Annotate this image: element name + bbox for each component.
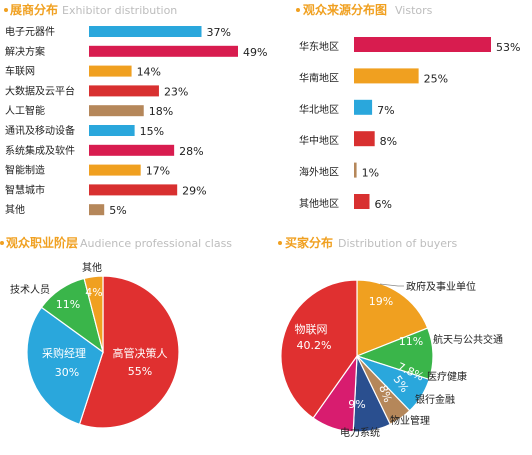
visitors-bar-chart: 华东地区 53% 华南地区 25% 华北地区 7% 华中地区 8% 海外地区 1% 其他地区 6%: [299, 37, 520, 211]
value-label: 53%: [496, 41, 520, 54]
category-label: 解决方案: [5, 45, 45, 58]
bar: [354, 37, 491, 52]
category-label: 其他: [5, 203, 25, 216]
leader-line: [379, 283, 404, 287]
value-label: 49%: [243, 46, 267, 59]
category-label: 大数据及云平台: [5, 84, 75, 97]
bar: [354, 99, 373, 115]
value-label: 17%: [146, 165, 170, 178]
slice-name: 物业管理: [390, 414, 430, 427]
buyers-subtitle: Distribution of buyers: [338, 237, 458, 250]
category-label: 车联网: [5, 65, 35, 78]
slice-value: 55%: [128, 365, 152, 378]
bar: [89, 26, 202, 37]
slice-name: 物联网: [295, 322, 328, 336]
value-label: 1%: [362, 167, 379, 180]
bar: [354, 194, 370, 209]
bar: [89, 85, 159, 97]
exhibitor-subtitle: Exhibitor distribution: [62, 4, 177, 17]
bar: [354, 162, 357, 178]
slice-name: 政府及事业单位: [406, 280, 476, 293]
slice-value: 9%: [348, 398, 365, 411]
buyers-pie-chart: 政府及事业单位19%航天与公共交通11%医疗健康7.8%银行金融5%物业管理8%…: [280, 279, 503, 439]
slice-name: 医疗健康: [427, 370, 467, 383]
value-label: 8%: [380, 135, 397, 148]
title-dot: [278, 241, 282, 245]
value-label: 23%: [164, 85, 188, 98]
bar: [89, 65, 132, 77]
slice-value: 40.2%: [297, 339, 332, 352]
exhibitor-bar-chart: 电子元器件 37% 解决方案 49% 车联网 14% 大数据及云平台 23% 人工智能 18% 通讯…: [5, 25, 267, 217]
visitors-title: 观众来源分布图: [303, 2, 387, 17]
bar: [89, 204, 105, 216]
category-label: 海外地区: [299, 166, 339, 179]
category-label: 电子元器件: [5, 25, 55, 38]
category-label: 智能制造: [5, 164, 45, 177]
audience-title: 观众职业阶层: [6, 235, 78, 250]
slice-name: 其他: [82, 261, 102, 274]
value-label: 14%: [137, 66, 161, 79]
value-label: 37%: [207, 26, 231, 39]
value-label: 15%: [140, 125, 164, 138]
exhibitor-header: 展商分布 Exhibitor distribution: [4, 2, 177, 17]
value-label: 18%: [149, 105, 173, 118]
value-label: 5%: [109, 204, 126, 217]
slice-name: 技术人员: [10, 283, 50, 296]
slice-name: 电力系统: [340, 426, 380, 439]
category-label: 华南地区: [299, 71, 339, 84]
slice-name: 航天与公共交通: [433, 333, 503, 346]
value-label: 29%: [182, 184, 206, 197]
slice-value: 11%: [56, 298, 80, 311]
pie-slice: [83, 275, 104, 353]
title-dot: [4, 8, 8, 12]
value-label: 6%: [375, 198, 392, 211]
audience-subtitle: Audience professional class: [80, 237, 232, 250]
title-dot: [0, 241, 4, 245]
category-label: 其他地区: [299, 197, 339, 210]
value-label: 28%: [179, 145, 203, 158]
category-label: 华中地区: [299, 134, 339, 147]
category-label: 智慧城市: [5, 183, 45, 196]
slice-name: 银行金融: [415, 393, 455, 406]
slice-name: 采购经理: [42, 346, 86, 360]
slice-value: 19%: [369, 295, 393, 308]
pie-slice: [78, 275, 180, 429]
category-label: 人工智能: [5, 104, 45, 117]
slice-value: 30%: [55, 366, 79, 379]
visitors-subtitle: Vistors: [395, 4, 433, 17]
category-label: 通讯及移动设备: [5, 124, 75, 137]
bar: [89, 105, 144, 117]
bar: [89, 144, 175, 156]
buyers-header: 买家分布 Distribution of buyers: [278, 235, 458, 250]
audience-pie-chart: 高管决策人 55% 采购经理 30% 技术人员 11% 其他 4%: [10, 261, 180, 429]
title-dot: [296, 8, 300, 12]
slice-value: 11%: [399, 335, 423, 348]
bar: [89, 184, 178, 196]
category-label: 华北地区: [299, 103, 339, 116]
bar: [354, 68, 419, 84]
bar: [89, 45, 238, 57]
buyers-title: 买家分布: [285, 235, 333, 250]
value-label: 25%: [424, 72, 448, 85]
audience-header: 观众职业阶层 Audience professional class: [0, 235, 232, 250]
exhibitor-title: 展商分布: [10, 2, 58, 17]
category-label: 系统集成及软件: [5, 144, 75, 157]
category-label: 华东地区: [299, 40, 339, 53]
slice-value: 4%: [85, 286, 102, 299]
bar: [89, 125, 135, 136]
slice-name: 高管决策人: [113, 346, 168, 360]
pie-slice: [356, 279, 429, 357]
value-label: 7%: [377, 104, 394, 117]
visitors-header: 观众来源分布图 Vistors: [296, 2, 433, 17]
pie-slice: [280, 279, 358, 419]
bar: [89, 164, 141, 176]
slice-value: 8%: [376, 383, 394, 404]
bar: [354, 131, 375, 147]
pie-slice: [26, 306, 104, 426]
